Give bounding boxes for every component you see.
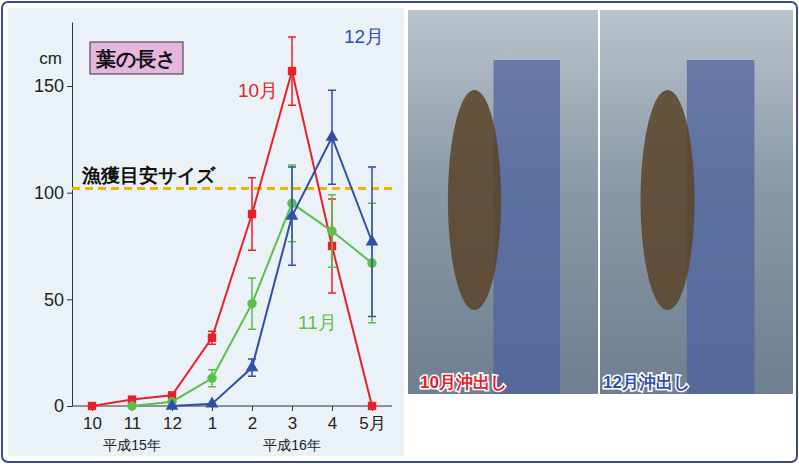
x-tick-label: 5月	[359, 414, 385, 433]
y-tick-label: 100	[34, 183, 64, 203]
point-marker	[326, 130, 339, 141]
point-marker	[88, 402, 96, 410]
point-marker	[127, 401, 136, 410]
x-tick: 2	[248, 406, 257, 433]
y-axis: 0 50 100 150	[34, 23, 73, 417]
y-tick-label: 50	[44, 290, 64, 310]
photo-figure	[494, 60, 561, 394]
error-bar	[248, 278, 256, 329]
photo-figure	[687, 60, 755, 394]
reference-line	[72, 187, 392, 190]
y-tick-label: 0	[54, 396, 64, 416]
frame	[2, 2, 797, 462]
point-marker	[368, 402, 376, 410]
photo-kelp	[641, 90, 695, 310]
reference-label: 漁獲目安サイズ	[81, 165, 216, 186]
point-marker	[206, 397, 219, 408]
x-tick-label: 2	[248, 414, 257, 433]
x-group-label: 平成15年	[103, 437, 161, 453]
point-marker	[208, 334, 216, 342]
error-bar	[208, 331, 216, 344]
error-bar	[288, 37, 296, 105]
series-line	[132, 203, 372, 406]
point-marker	[247, 299, 256, 308]
y-tick-mark	[67, 299, 72, 300]
point-marker	[246, 360, 259, 371]
chart-title: 葉の長さ	[95, 48, 176, 70]
series-line	[92, 71, 372, 406]
point-marker	[327, 226, 336, 235]
title-box	[90, 42, 183, 74]
x-tick: 4	[328, 406, 337, 433]
panel-bg	[8, 8, 404, 456]
photo-kelp	[448, 90, 501, 310]
point-marker	[248, 210, 256, 218]
photo-caption: 10月沖出し	[420, 373, 507, 392]
x-tick-label: 3	[288, 414, 297, 433]
x-tick-label: 11	[124, 414, 142, 433]
photo	[600, 10, 793, 394]
y-tick-mark	[67, 193, 72, 194]
point-marker	[366, 234, 379, 245]
photo	[408, 10, 598, 394]
x-tick-mark	[332, 406, 333, 411]
x-tick: 3	[288, 406, 297, 433]
y-tick-mark	[67, 86, 72, 87]
x-tick-label: 4	[328, 414, 337, 433]
x-tick: 12	[163, 406, 182, 433]
error-bar	[328, 195, 336, 268]
y-axis-title: cm	[39, 49, 62, 68]
x-tick-mark	[252, 406, 253, 411]
x-group-label: 平成16年	[263, 437, 321, 453]
y-axis-line	[72, 23, 73, 407]
point-marker	[166, 399, 179, 410]
plot-marks	[72, 37, 392, 411]
x-tick: 1	[208, 406, 217, 433]
y-tick: 100	[34, 183, 72, 203]
x-tick-label: 10	[83, 414, 102, 433]
photo-caption: 12月沖出し	[603, 373, 690, 392]
series-label: 12月	[344, 26, 384, 47]
y-tick-mark	[67, 406, 72, 407]
error-bar	[208, 370, 216, 387]
y-tick-label: 150	[34, 76, 64, 96]
error-bar	[248, 178, 256, 251]
chart: 10月沖出し12月沖出し10111212345月050100150cm平成15年…	[0, 0, 799, 464]
point-marker	[288, 67, 296, 75]
y-tick: 50	[44, 290, 72, 310]
x-tick-mark	[292, 406, 293, 411]
point-marker	[286, 209, 299, 220]
x-tick-label: 12	[163, 414, 182, 433]
point-marker	[207, 374, 216, 383]
x-axis: 10111212345月	[72, 406, 392, 433]
x-tick-label: 1	[208, 414, 217, 433]
y-tick: 150	[34, 76, 72, 96]
series-label: 11月	[298, 312, 337, 333]
y-tick: 0	[54, 396, 72, 416]
series-label: 10月	[238, 80, 278, 101]
x-axis-line	[72, 406, 392, 407]
